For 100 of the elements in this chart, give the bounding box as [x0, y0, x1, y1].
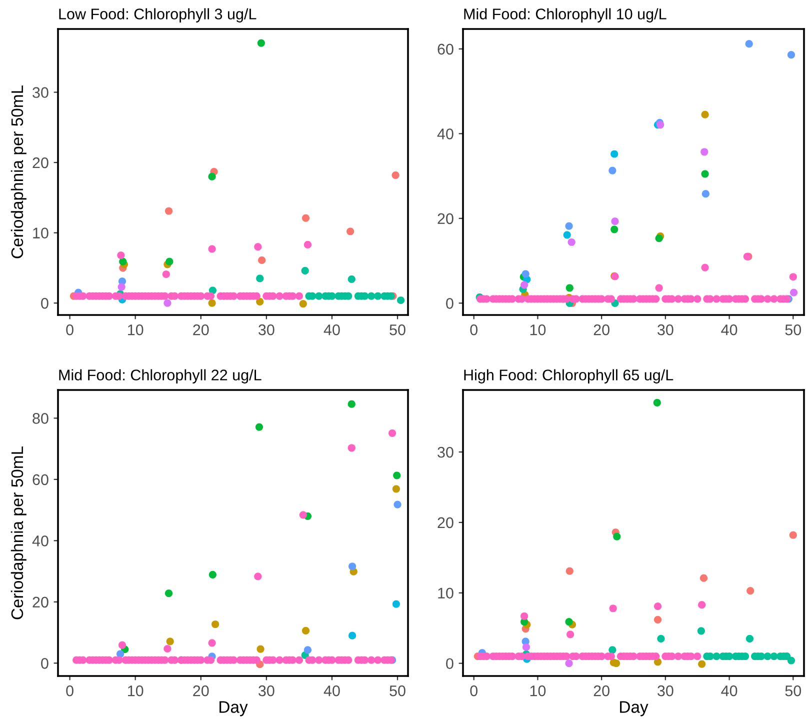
point	[166, 638, 174, 646]
point	[698, 660, 706, 668]
point	[392, 171, 400, 179]
point	[613, 532, 621, 540]
point	[563, 231, 571, 239]
x-tick-label: 10	[530, 685, 546, 696]
point	[611, 218, 619, 226]
point	[653, 398, 661, 406]
x-tick-label: 40	[324, 685, 340, 696]
point	[258, 256, 266, 264]
y-axis-title: Ceriodaphnia per 50mL	[10, 446, 26, 620]
point	[302, 214, 310, 222]
x-tick-label: 10	[530, 324, 546, 336]
point	[746, 634, 754, 642]
point	[566, 567, 574, 575]
point	[302, 626, 310, 634]
point	[694, 652, 702, 660]
point	[348, 562, 356, 570]
y-tick-label: 20	[32, 157, 48, 168]
point	[117, 251, 125, 260]
point	[257, 39, 265, 47]
point	[657, 634, 665, 642]
point	[304, 240, 312, 249]
point	[299, 300, 307, 308]
point	[348, 400, 356, 408]
point	[764, 652, 772, 660]
x-tick-label: 0	[470, 685, 478, 696]
x-tick-label: 40	[721, 685, 738, 696]
x-tick-label: 0	[66, 324, 74, 336]
x-tick-label: 50	[390, 324, 406, 336]
point	[700, 148, 708, 156]
chart-title: Mid Food: Chlorophyll 22 ug/L	[59, 369, 262, 384]
point	[789, 531, 797, 539]
x-tick-label: 20	[594, 685, 610, 696]
x-tick-label: 50	[785, 685, 802, 696]
x-tick-label: 10	[128, 324, 144, 336]
point	[164, 590, 173, 598]
x-tick-label: 30	[258, 685, 274, 696]
point	[698, 601, 706, 609]
y-tick-label: 0	[446, 298, 454, 309]
point	[392, 485, 400, 493]
point	[393, 472, 401, 480]
x-tick-label: 10	[128, 685, 144, 696]
point	[790, 288, 798, 296]
point	[301, 266, 309, 275]
point	[656, 120, 664, 129]
point	[608, 166, 616, 174]
y-tick-label: 0	[446, 658, 454, 670]
point	[256, 645, 264, 653]
point	[256, 274, 264, 282]
point	[702, 190, 710, 198]
x-tick-label: 20	[594, 324, 610, 336]
point	[119, 258, 127, 266]
point	[674, 652, 682, 660]
point	[610, 226, 618, 234]
point	[256, 298, 264, 306]
point	[212, 620, 220, 628]
point	[565, 618, 573, 626]
y-axis-title: Ceriodaphnia per 50mL	[10, 85, 26, 258]
point	[654, 602, 662, 610]
x-tick-label: 50	[785, 324, 802, 336]
point	[208, 245, 216, 253]
x-tick-label: 30	[658, 685, 674, 696]
point	[701, 110, 709, 118]
point	[348, 632, 356, 640]
point	[374, 292, 382, 300]
point	[746, 586, 754, 595]
chart-title: Mid Food: Chlorophyll 10 ug/L	[464, 8, 666, 22]
y-tick-label: 0	[41, 658, 48, 669]
y-tick-label: 80	[32, 413, 48, 424]
x-tick-label: 20	[193, 685, 209, 696]
point	[166, 258, 174, 266]
x-tick-label: 40	[324, 324, 340, 336]
x-tick-label: 40	[721, 324, 738, 336]
x-tick-label: 30	[658, 324, 674, 336]
point	[565, 660, 573, 668]
point	[392, 600, 400, 608]
y-tick-label: 30	[32, 87, 48, 98]
point	[116, 650, 124, 658]
point	[522, 643, 530, 651]
x-tick-label: 30	[258, 324, 274, 336]
point	[655, 234, 663, 242]
point	[522, 270, 530, 278]
point	[346, 228, 354, 236]
y-tick-label: 30	[438, 446, 454, 458]
x-tick-label: 20	[193, 324, 209, 336]
point	[295, 292, 303, 300]
y-tick-label: 40	[32, 536, 48, 546]
point	[712, 652, 720, 660]
x-tick-label: 0	[66, 685, 74, 696]
point	[745, 40, 753, 48]
y-tick-label: 10	[33, 228, 48, 238]
x-axis-title: Day	[620, 701, 648, 716]
point	[304, 646, 312, 654]
chart-title: High Food: Chlorophyll 65 ug/L	[464, 369, 674, 384]
point	[520, 281, 528, 289]
point	[520, 612, 528, 620]
point	[396, 296, 405, 304]
point	[700, 574, 708, 582]
point	[255, 423, 264, 431]
